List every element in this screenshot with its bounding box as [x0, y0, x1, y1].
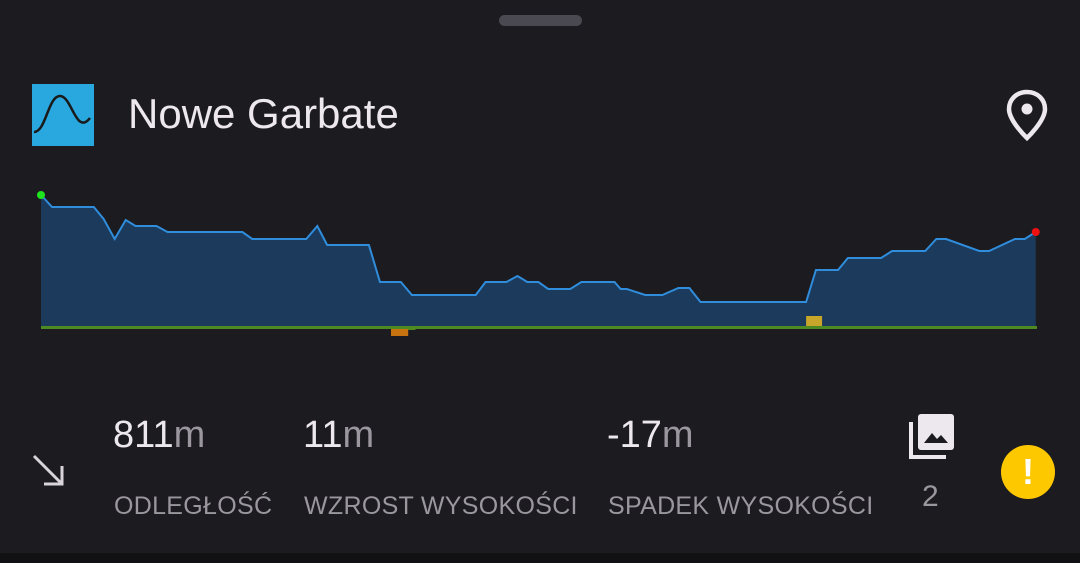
ascent-value: 11: [303, 414, 343, 456]
ascent-stat: 11m: [303, 414, 374, 457]
arrow-down-right-icon: [30, 452, 66, 493]
distance-stat: 811m: [113, 414, 205, 457]
photo-count[interactable]: 2: [922, 480, 939, 513]
descent-label: SPADEK WYSOKOŚCI: [608, 492, 874, 520]
drag-handle[interactable]: [499, 15, 582, 26]
descent-unit: m: [661, 414, 694, 456]
descent-stat: -17m: [607, 414, 694, 457]
elevation-wave-icon: [32, 84, 94, 146]
elevation-chart: [37, 191, 1040, 336]
ascent-label: WZROST WYSOKOŚCI: [304, 492, 578, 520]
distance-value: 811: [113, 414, 174, 456]
grade-baseline: [41, 326, 1037, 329]
ascent-unit: m: [342, 414, 375, 456]
start-point: [37, 191, 45, 199]
grade-bar: [391, 326, 409, 336]
bottom-bar: [0, 553, 1080, 563]
exclamation-icon: !: [1022, 451, 1034, 492]
end-point: [1031, 228, 1040, 236]
photo-library-icon[interactable]: [908, 413, 956, 466]
elevation-line: [40, 194, 1037, 303]
descent-value: -17: [607, 414, 662, 456]
map-pin-icon[interactable]: [1005, 88, 1049, 147]
distance-label: ODLEGŁOŚĆ: [114, 492, 273, 520]
distance-unit: m: [173, 414, 206, 456]
elevation-area: [41, 195, 1036, 326]
grade-bar: [806, 316, 823, 326]
warning-button[interactable]: !: [1001, 445, 1055, 499]
route-title: Nowe Garbate: [128, 90, 399, 137]
